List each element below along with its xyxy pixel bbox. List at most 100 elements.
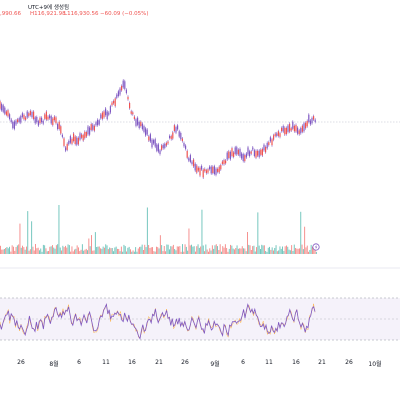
volume-bar xyxy=(159,235,161,254)
volume-bar xyxy=(71,246,73,254)
volume-bar xyxy=(197,244,199,254)
price-candle xyxy=(82,135,84,141)
price-candle xyxy=(101,112,103,119)
volume-bar xyxy=(191,244,192,254)
price-candle xyxy=(113,100,115,104)
price-candle xyxy=(9,114,11,119)
volume-bar xyxy=(102,246,104,254)
time-tick: 26 xyxy=(345,359,353,366)
price-candle xyxy=(181,138,183,142)
volume-bar xyxy=(45,248,47,254)
price-candle xyxy=(215,168,217,175)
volume-bar xyxy=(248,244,250,254)
volume-bar xyxy=(185,246,187,254)
volume-bar xyxy=(78,247,79,254)
price-candle xyxy=(309,120,311,125)
price-candle xyxy=(52,118,54,126)
volume-bar xyxy=(312,246,313,254)
time-tick: 16 xyxy=(292,359,300,366)
price-candle xyxy=(170,136,172,140)
volume-bar xyxy=(189,245,191,254)
volume-bar xyxy=(315,251,317,254)
price-candle xyxy=(18,118,20,122)
volume-bar xyxy=(146,207,148,254)
price-low: L116,930.56 xyxy=(64,11,99,17)
volume-bar xyxy=(162,251,164,254)
scroll-to-realtime-button[interactable] xyxy=(312,243,320,251)
volume-bar xyxy=(91,235,92,254)
volume-bar xyxy=(33,250,35,254)
time-tick: 21 xyxy=(155,359,163,366)
volume-bar xyxy=(240,248,242,254)
volume-bar xyxy=(144,244,146,254)
volume-bar xyxy=(258,245,260,254)
volume-bar xyxy=(124,246,126,254)
price-candle xyxy=(229,151,231,160)
price-candle xyxy=(130,111,132,114)
price-candle xyxy=(92,124,94,130)
volume-bar xyxy=(53,247,55,254)
price-candle xyxy=(57,124,59,129)
price-candle xyxy=(143,126,145,132)
price-candle xyxy=(210,166,212,174)
volume-bar xyxy=(136,251,138,254)
volume-bar xyxy=(59,247,61,254)
price-candle xyxy=(292,121,294,129)
price-candle xyxy=(154,139,156,147)
price-candle xyxy=(41,117,43,123)
time-axis: 26 8월 6 11 16 21 26 9월 6 11 16 21 26 10월 xyxy=(0,358,400,372)
volume-bar xyxy=(128,246,130,254)
volume-bar xyxy=(301,244,303,254)
price-candle xyxy=(175,127,177,133)
volume-bar xyxy=(278,250,280,254)
price-candle xyxy=(279,133,281,137)
volume-bar xyxy=(118,249,120,254)
volume-bar xyxy=(154,251,156,254)
volume-bar xyxy=(153,251,155,254)
volume-bar xyxy=(252,246,254,254)
volume-bar xyxy=(75,248,77,254)
price-chart-area[interactable] xyxy=(0,0,400,358)
price-change: −60.09 (−0.05%) xyxy=(100,11,149,17)
volume-bar xyxy=(76,245,78,254)
volume-bar xyxy=(40,248,42,254)
price-candle xyxy=(218,166,220,173)
price-candle xyxy=(121,85,123,91)
price-candle xyxy=(148,136,150,141)
price-candle xyxy=(178,131,180,137)
time-tick: 11 xyxy=(265,359,273,366)
volume-bar xyxy=(74,249,75,254)
volume-bar xyxy=(44,245,46,254)
volume-bar xyxy=(196,246,198,254)
lightning-icon xyxy=(315,244,318,250)
volume-bar xyxy=(263,245,265,254)
volume-bar xyxy=(2,249,4,254)
price-candle xyxy=(164,143,166,148)
volume-bar xyxy=(49,246,51,254)
price-candle xyxy=(258,150,260,158)
price-candle xyxy=(111,102,113,106)
timezone-label: UTC+9에 생성됨 xyxy=(28,5,69,11)
price-candle xyxy=(105,108,107,116)
volume-bar xyxy=(239,248,241,254)
price-candle xyxy=(277,131,279,136)
volume-bar xyxy=(223,247,225,254)
price-candle xyxy=(153,140,155,144)
volume-bar xyxy=(105,244,107,254)
price-candle xyxy=(247,147,249,155)
volume-bar xyxy=(215,244,217,254)
price-candle xyxy=(124,81,126,89)
price-candle xyxy=(79,133,81,140)
price-candle xyxy=(156,144,158,151)
price-candle xyxy=(109,106,111,113)
volume-bar xyxy=(39,250,40,254)
price-candle xyxy=(306,120,308,127)
price-candle xyxy=(194,163,196,171)
price-candle xyxy=(221,161,223,164)
volume-bar xyxy=(158,248,160,254)
price-candle xyxy=(225,160,227,164)
price-candle xyxy=(228,151,230,158)
price-candle xyxy=(34,117,36,124)
volume-bar xyxy=(292,251,294,254)
price-candle xyxy=(20,116,22,123)
